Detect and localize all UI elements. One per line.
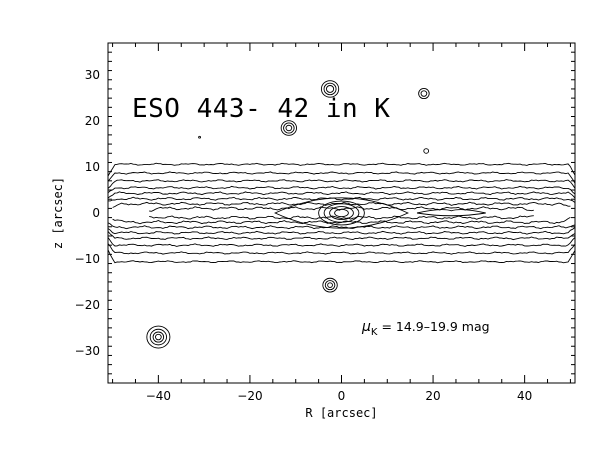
- point-source-contour: [152, 331, 165, 343]
- mu-symbol: μ: [361, 319, 371, 335]
- mu-subscript: K: [371, 327, 378, 338]
- point-source-contour: [322, 277, 338, 293]
- x-tick-label: −40: [146, 389, 171, 403]
- point-source-contour: [283, 122, 295, 134]
- plot-contents: [108, 80, 575, 349]
- point-source-contour: [423, 148, 430, 154]
- galaxy-isophote: [108, 162, 575, 264]
- point-source-contour: [324, 280, 336, 291]
- x-axis-label: R [arcsec]: [305, 406, 377, 420]
- y-axis-label: z [arcsec]: [51, 177, 65, 249]
- y-tick-label: −10: [75, 252, 100, 266]
- x-tick-label: −20: [237, 389, 262, 403]
- galaxy-isophote: [112, 201, 571, 225]
- point-source-contour: [320, 80, 340, 98]
- point-source-contour: [149, 328, 167, 346]
- bulge-contour: [274, 197, 409, 229]
- y-tick-label: −20: [75, 298, 100, 312]
- point-source-contour: [325, 85, 335, 93]
- magnitude-range-annotation: μK = 14.9–19.9 mag: [361, 319, 490, 338]
- x-tick-label: 20: [425, 389, 440, 403]
- axis-ticks: [108, 43, 575, 383]
- y-tick-label: 30: [85, 68, 100, 82]
- point-source-contour: [146, 325, 171, 349]
- bulge-contour: [334, 208, 349, 218]
- x-tick-label: 40: [517, 389, 532, 403]
- axis-tick-labels: −40 −20 0 20 40 −30 −20 −10 0 10 20 30: [75, 68, 533, 403]
- disk-feature-contour: [416, 209, 486, 217]
- magnitude-range-text: = 14.9–19.9 mag: [377, 319, 489, 334]
- bulge-contour: [318, 200, 365, 226]
- bulge-contour: [323, 203, 360, 223]
- y-tick-label: 20: [85, 114, 100, 128]
- point-source-contour: [327, 282, 333, 288]
- point-source-contour: [198, 135, 201, 139]
- galaxy-isophote: [108, 185, 575, 241]
- galaxy-isophote: [108, 171, 575, 255]
- y-tick-label: −30: [75, 344, 100, 358]
- y-tick-label: 10: [85, 160, 100, 174]
- point-source-contour: [285, 124, 293, 132]
- point-source-contour: [155, 333, 162, 341]
- chart-title: ESO 443- 42 in K: [132, 94, 390, 124]
- point-source-contour: [418, 88, 430, 100]
- point-source-contour: [280, 120, 297, 136]
- bulge-contour: [329, 206, 354, 220]
- galaxy-isophote: [149, 206, 534, 220]
- y-tick-label: 0: [92, 206, 100, 220]
- point-source-contour: [420, 90, 428, 97]
- galaxy-isophote: [108, 196, 575, 230]
- galaxy-isophote: [108, 179, 575, 247]
- x-tick-label: 0: [338, 389, 346, 403]
- point-source-contour: [323, 82, 337, 96]
- galaxy-isophote: [108, 191, 575, 235]
